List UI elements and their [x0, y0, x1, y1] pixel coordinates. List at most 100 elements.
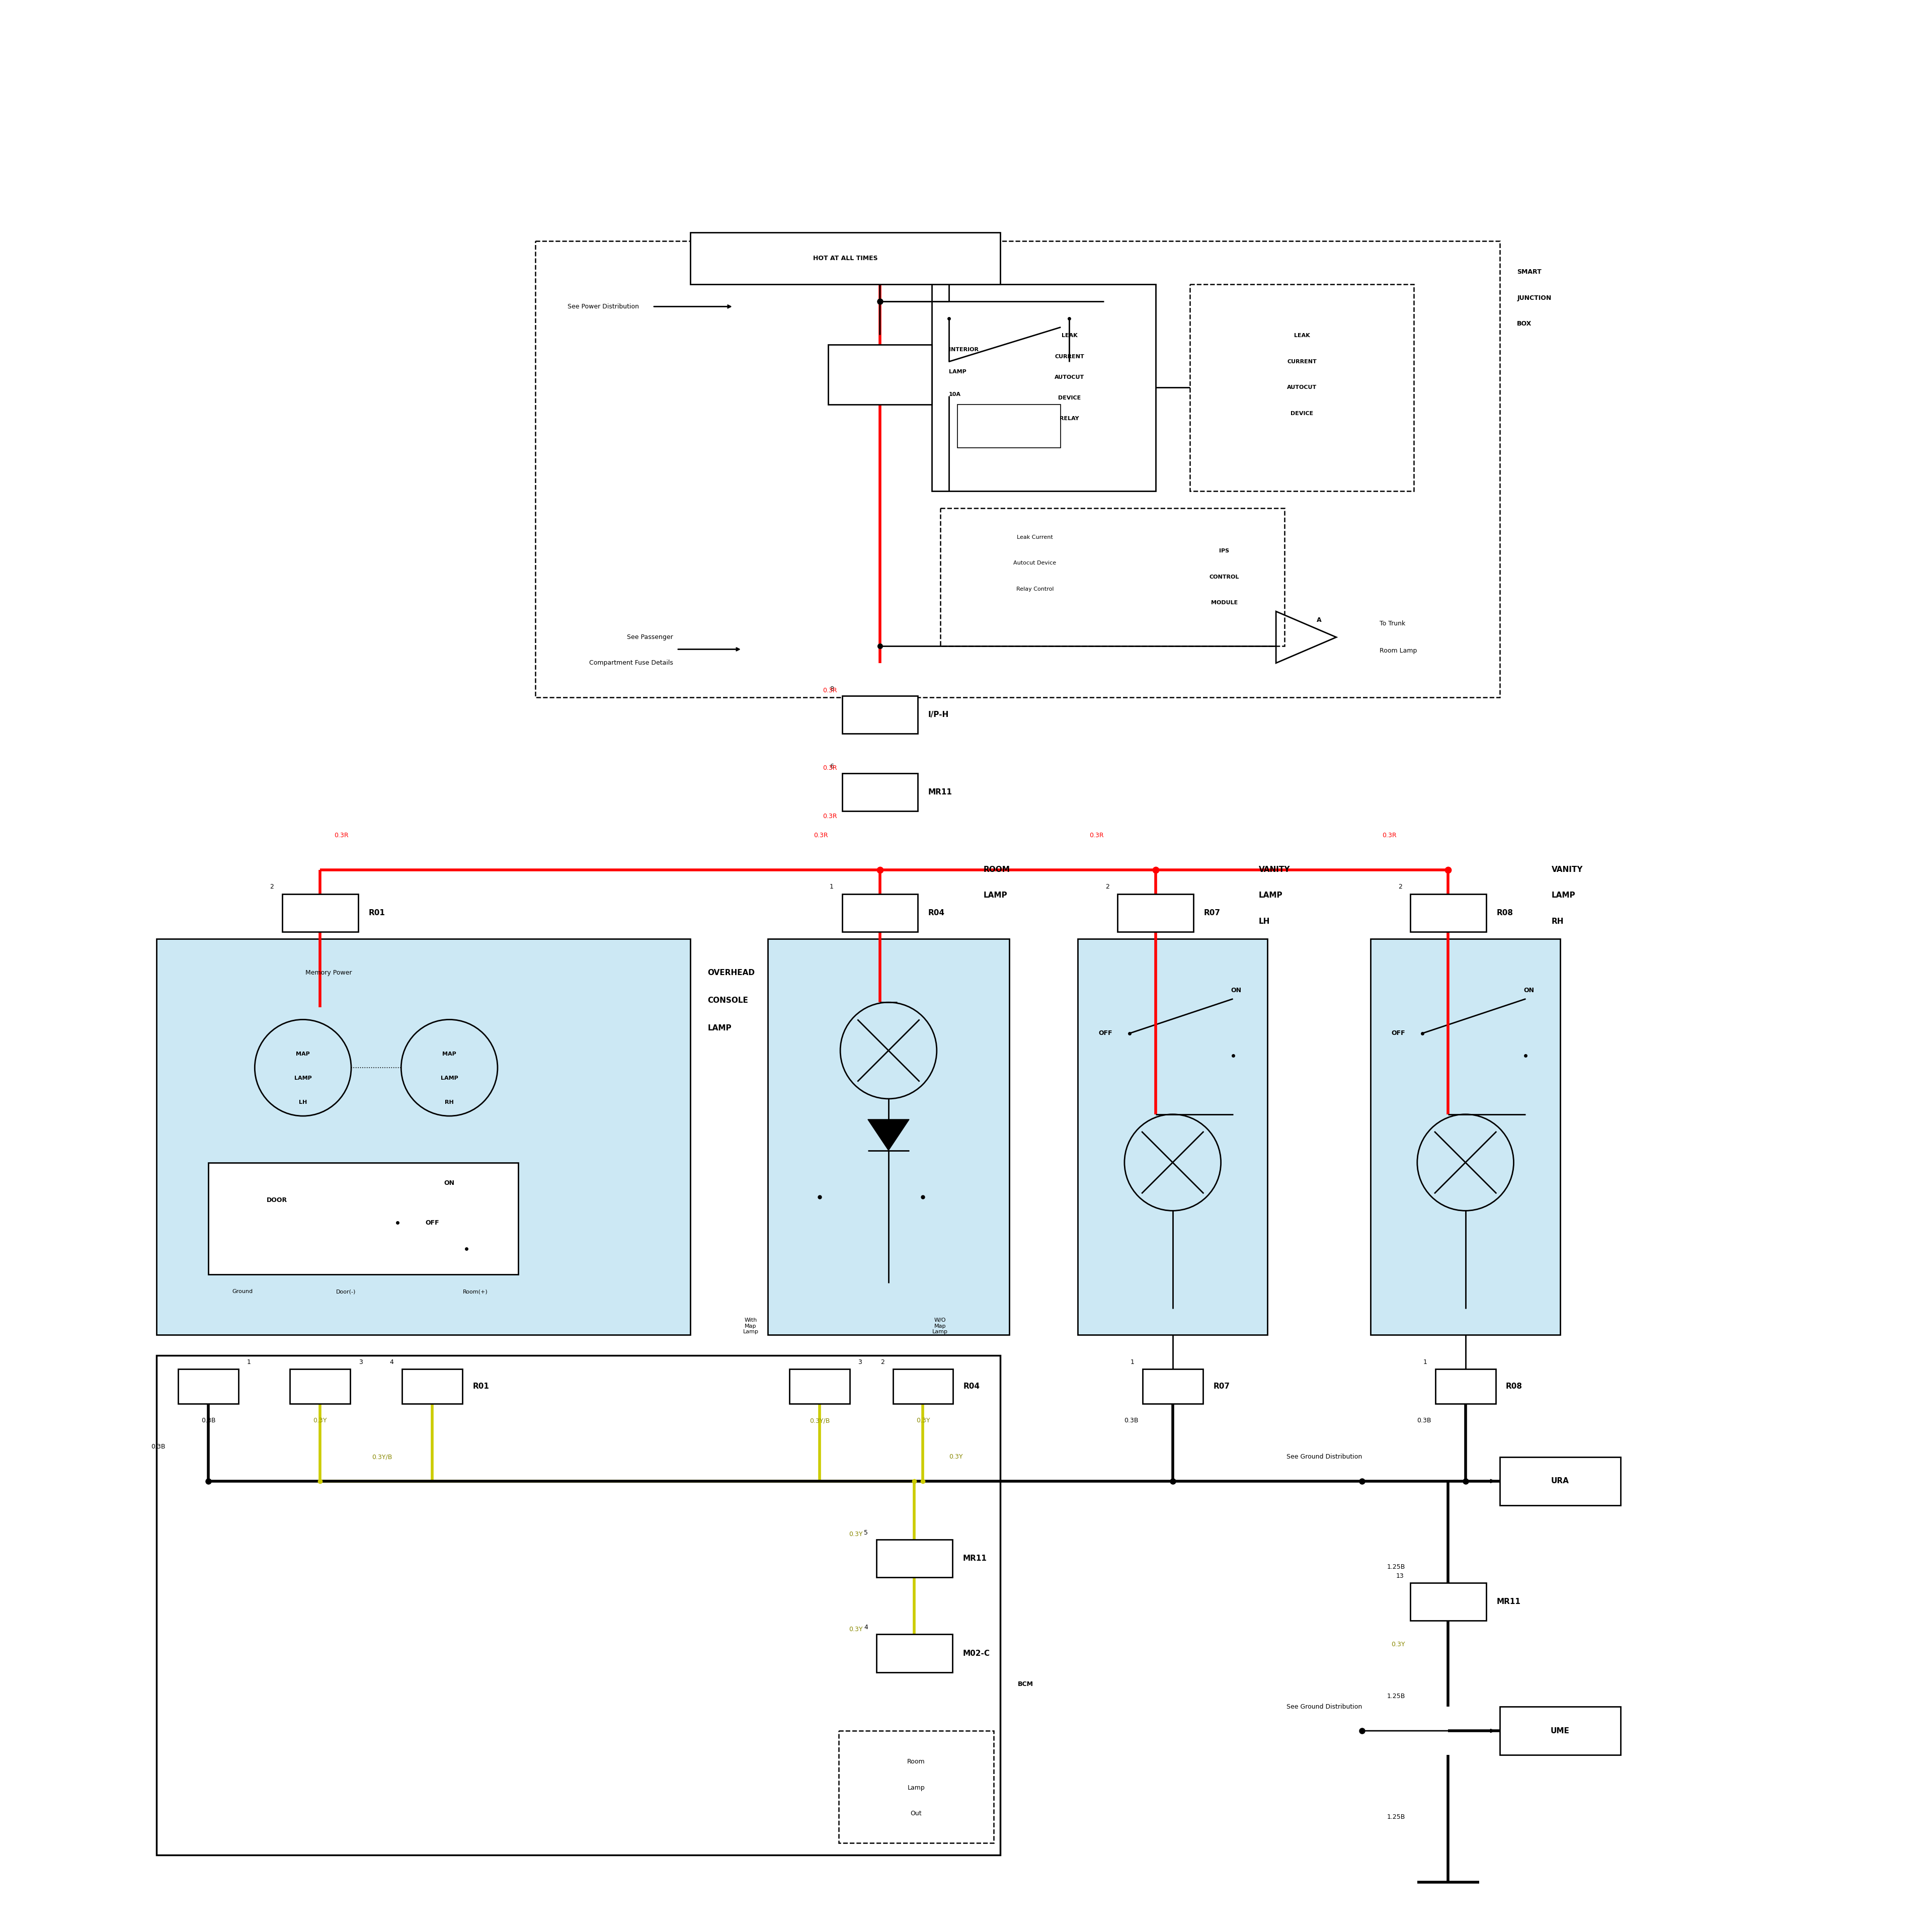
Text: LH: LH — [299, 1099, 307, 1105]
Text: RH: RH — [444, 1099, 454, 1105]
Text: LAMP: LAMP — [1551, 893, 1575, 898]
Text: HOT AT ALL TIMES: HOT AT ALL TIMES — [813, 255, 877, 261]
Text: 4: 4 — [390, 1358, 394, 1366]
Text: DEVICE: DEVICE — [1291, 412, 1314, 415]
Bar — [842, 773, 918, 811]
Text: 0.3Y: 0.3Y — [949, 1453, 962, 1461]
Bar — [842, 895, 918, 931]
Text: LAMP: LAMP — [440, 1076, 458, 1080]
Text: 0.3Y: 0.3Y — [848, 1627, 864, 1633]
Text: Ground: Ground — [232, 1289, 253, 1294]
Text: UME: UME — [1551, 1727, 1569, 1735]
Text: MAP: MAP — [442, 1051, 456, 1057]
Text: 1: 1 — [829, 883, 833, 891]
Bar — [156, 939, 690, 1335]
Text: 1: 1 — [1424, 1358, 1428, 1366]
Text: R01: R01 — [369, 908, 384, 916]
Bar — [790, 1370, 850, 1403]
Text: 10A: 10A — [949, 392, 960, 396]
Text: 0.3R: 0.3R — [1381, 833, 1397, 838]
Text: 5: 5 — [864, 1530, 867, 1536]
Text: 0.3Y: 0.3Y — [848, 1532, 864, 1538]
Text: 6: 6 — [829, 763, 833, 769]
Bar — [767, 939, 1009, 1335]
Text: 3: 3 — [858, 1358, 862, 1366]
Text: I/P-H: I/P-H — [927, 711, 949, 719]
Text: DEVICE: DEVICE — [1059, 396, 1080, 400]
Bar — [1410, 895, 1486, 931]
Text: MR11: MR11 — [1497, 1598, 1520, 1605]
Bar — [1370, 939, 1561, 1335]
Text: 2: 2 — [1105, 883, 1109, 891]
Text: Door(-): Door(-) — [336, 1289, 355, 1294]
Text: IPS: IPS — [1219, 549, 1229, 554]
Text: 8: 8 — [829, 686, 835, 692]
Text: 0.3B: 0.3B — [151, 1443, 164, 1449]
Text: LH: LH — [1260, 918, 1269, 925]
Text: 0.3Y: 0.3Y — [916, 1418, 929, 1424]
Text: 13: 13 — [1397, 1573, 1405, 1578]
Text: RH: RH — [1551, 918, 1563, 925]
Bar — [893, 1370, 952, 1403]
Text: 1.25B: 1.25B — [1387, 1814, 1405, 1820]
Text: See Power Distribution: See Power Distribution — [568, 303, 639, 309]
Bar — [877, 1634, 952, 1673]
Text: Room Lamp: Room Lamp — [1379, 647, 1416, 655]
Text: LAMP: LAMP — [294, 1076, 311, 1080]
Text: 0.3B: 0.3B — [201, 1418, 214, 1424]
Text: 2: 2 — [1399, 883, 1403, 891]
Text: BOX: BOX — [1517, 321, 1532, 327]
Text: 0.3R: 0.3R — [823, 765, 837, 771]
Bar — [1410, 1582, 1486, 1621]
Text: 1: 1 — [1130, 1358, 1134, 1366]
Bar — [535, 242, 1499, 697]
Text: ON: ON — [444, 1180, 454, 1186]
Text: 0.3Y/B: 0.3Y/B — [371, 1453, 392, 1461]
Text: LEAK: LEAK — [1061, 334, 1078, 338]
Text: W/O
Map
Lamp: W/O Map Lamp — [933, 1318, 949, 1335]
Text: R07: R07 — [1204, 908, 1221, 916]
Text: ON: ON — [1231, 987, 1242, 993]
Text: AUTOCUT: AUTOCUT — [1055, 375, 1084, 381]
Text: Leak Current: Leak Current — [1016, 535, 1053, 539]
Text: 0.3Y: 0.3Y — [1391, 1642, 1405, 1648]
Text: OFF: OFF — [1391, 1030, 1405, 1037]
Text: A: A — [1316, 616, 1321, 624]
Text: SMART: SMART — [1517, 269, 1542, 276]
Bar — [1499, 1457, 1621, 1505]
Text: R07: R07 — [1213, 1383, 1231, 1391]
Text: Memory Power: Memory Power — [305, 970, 352, 976]
Text: BCM: BCM — [1018, 1681, 1034, 1687]
Text: R08: R08 — [1505, 1383, 1522, 1391]
Bar — [1078, 939, 1267, 1335]
Text: M02-C: M02-C — [962, 1650, 989, 1658]
Text: DOOR: DOOR — [267, 1198, 288, 1204]
Bar — [282, 895, 357, 931]
Text: CONSOLE: CONSOLE — [707, 997, 748, 1005]
Text: 0.3Y/B: 0.3Y/B — [810, 1418, 829, 1424]
Text: MR11: MR11 — [962, 1555, 987, 1563]
Text: OFF: OFF — [1099, 1030, 1113, 1037]
Text: MODULE: MODULE — [1211, 601, 1238, 605]
Bar — [941, 508, 1285, 645]
Text: See Ground Distribution: See Ground Distribution — [1287, 1453, 1362, 1461]
Text: VANITY: VANITY — [1551, 866, 1582, 873]
Bar — [1117, 895, 1194, 931]
Text: Autocut Device: Autocut Device — [1014, 560, 1057, 566]
Text: R04: R04 — [927, 908, 945, 916]
Text: 3: 3 — [359, 1358, 363, 1366]
Bar — [829, 344, 931, 404]
Text: MAP: MAP — [296, 1051, 309, 1057]
Bar — [156, 1356, 1001, 1855]
Text: JUNCTION: JUNCTION — [1517, 296, 1551, 301]
Text: LAMP: LAMP — [1260, 893, 1283, 898]
Text: 1.25B: 1.25B — [1387, 1692, 1405, 1700]
Text: 2: 2 — [881, 1358, 885, 1366]
Text: 4: 4 — [864, 1625, 867, 1631]
Text: With
Map
Lamp: With Map Lamp — [744, 1318, 759, 1335]
Text: 0.3R: 0.3R — [823, 813, 837, 819]
Bar — [290, 1370, 350, 1403]
Text: Out: Out — [910, 1810, 922, 1816]
Text: R04: R04 — [964, 1383, 980, 1391]
Text: OVERHEAD: OVERHEAD — [707, 970, 755, 978]
